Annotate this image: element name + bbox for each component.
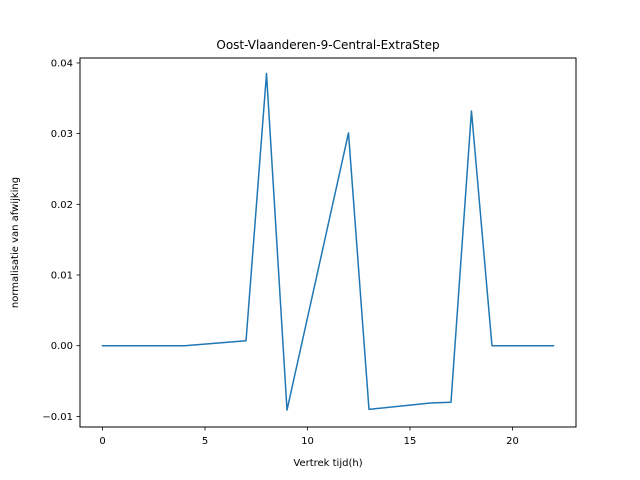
x-tick-label: 5 [202, 436, 208, 447]
axes-frame [79, 57, 577, 428]
x-axis-label: Vertrek tijd(h) [293, 458, 362, 469]
y-tick-label: 0.01 [51, 271, 73, 282]
x-tick-label: 0 [99, 436, 105, 447]
x-tick-label: 20 [506, 436, 519, 447]
x-tick-label: 15 [404, 436, 417, 447]
chart-title: Oost-Vlaanderen-9-Central-ExtraStep [216, 38, 439, 52]
series-line [101, 72, 555, 411]
y-axis-label: normalisatie van afwijking [10, 177, 21, 308]
y-tick-label: 0.04 [51, 58, 73, 69]
x-tick-label: 10 [301, 436, 314, 447]
y-axis-ticks: −0.01 0.00 0.01 0.02 0.03 0.04 [42, 58, 80, 423]
x-axis-ticks: 0 5 10 15 20 [99, 427, 519, 447]
y-tick-label: −0.01 [42, 412, 73, 423]
y-tick-label: 0.03 [51, 129, 73, 140]
y-tick-label: 0.02 [51, 200, 73, 211]
plot-area [101, 72, 555, 411]
y-tick-label: 0.00 [51, 341, 73, 352]
